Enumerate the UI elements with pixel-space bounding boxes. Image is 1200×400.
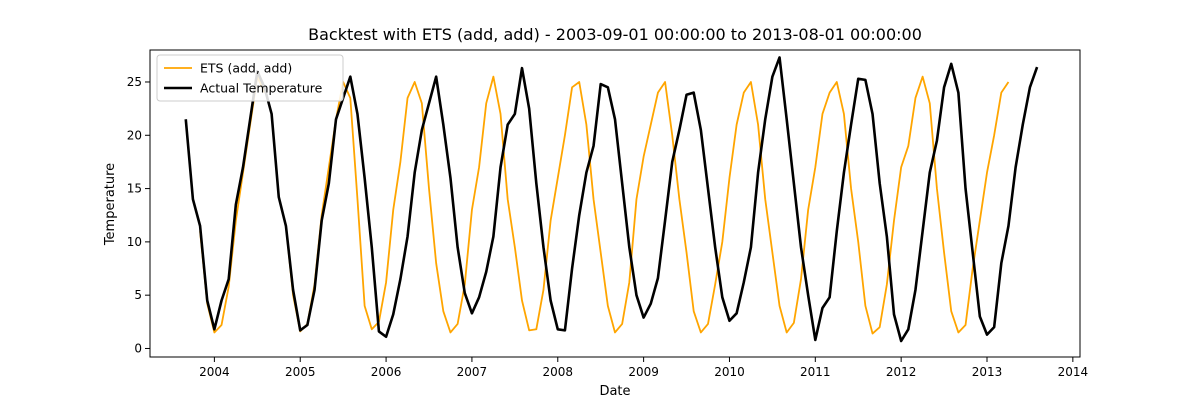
legend-label-ets: ETS (add, add) (200, 61, 292, 76)
y-tick-label: 10 (127, 235, 142, 249)
x-tick-label: 2007 (457, 365, 488, 379)
series-line-actual (184, 56, 1039, 343)
x-tick-label: 2010 (714, 365, 745, 379)
y-tick-label: 15 (127, 182, 142, 196)
x-tick-label: 2008 (542, 365, 573, 379)
y-tick-label: 20 (127, 128, 142, 142)
legend-label-actual: Actual Temperature (200, 81, 323, 96)
legend-box (156, 54, 344, 102)
y-tick-label: 5 (134, 288, 142, 302)
axes-frame (149, 49, 1081, 358)
x-tick-label: 2005 (285, 365, 316, 379)
x-tick-label: 2006 (371, 365, 402, 379)
x-tick-label: 2004 (199, 365, 230, 379)
y-tick-label: 0 (134, 341, 142, 355)
y-tick-label: 25 (127, 75, 142, 89)
x-tick-label: 2014 (1058, 365, 1089, 379)
x-tick-label: 2011 (800, 365, 831, 379)
x-tick-label: 2009 (628, 365, 659, 379)
x-tick-label: 2012 (886, 365, 917, 379)
x-tick-label: 2013 (972, 365, 1003, 379)
chart-title: Backtest with ETS (add, add) - 2003-09-0… (308, 25, 922, 44)
y-axis-label: Temperature (103, 163, 118, 246)
x-axis-label: Date (599, 384, 630, 399)
plot-area: 2004 2005 2006 2007 2008 2009 2010 2011 2012 2013… (127, 49, 1089, 379)
